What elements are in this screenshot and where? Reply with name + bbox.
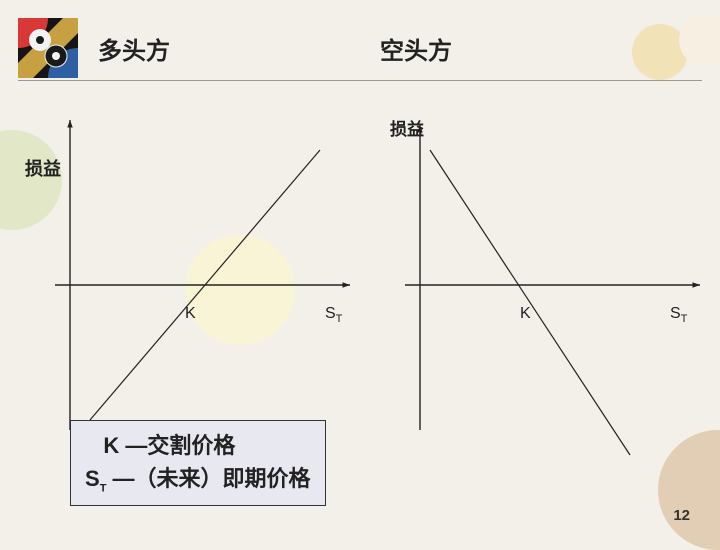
payoff-charts	[0, 110, 720, 470]
legend-box: K —交割价格ST —（未来）即期价格	[70, 420, 326, 506]
right-st-label: ST	[670, 305, 687, 325]
slide-icon	[18, 18, 78, 78]
title-left: 多头方	[98, 31, 170, 66]
right-y-label: 损益	[390, 115, 424, 140]
left-st-label: ST	[325, 305, 342, 325]
header: 多头方 空头方	[0, 18, 720, 78]
header-divider	[18, 80, 702, 81]
left-k-label: K	[185, 305, 196, 323]
left-y-label: 损益	[25, 155, 61, 181]
page-number: 12	[673, 507, 690, 524]
chart-area: 损益 损益 K ST K ST	[0, 110, 720, 450]
title-right: 空头方	[380, 31, 452, 66]
right-k-label: K	[520, 305, 531, 323]
